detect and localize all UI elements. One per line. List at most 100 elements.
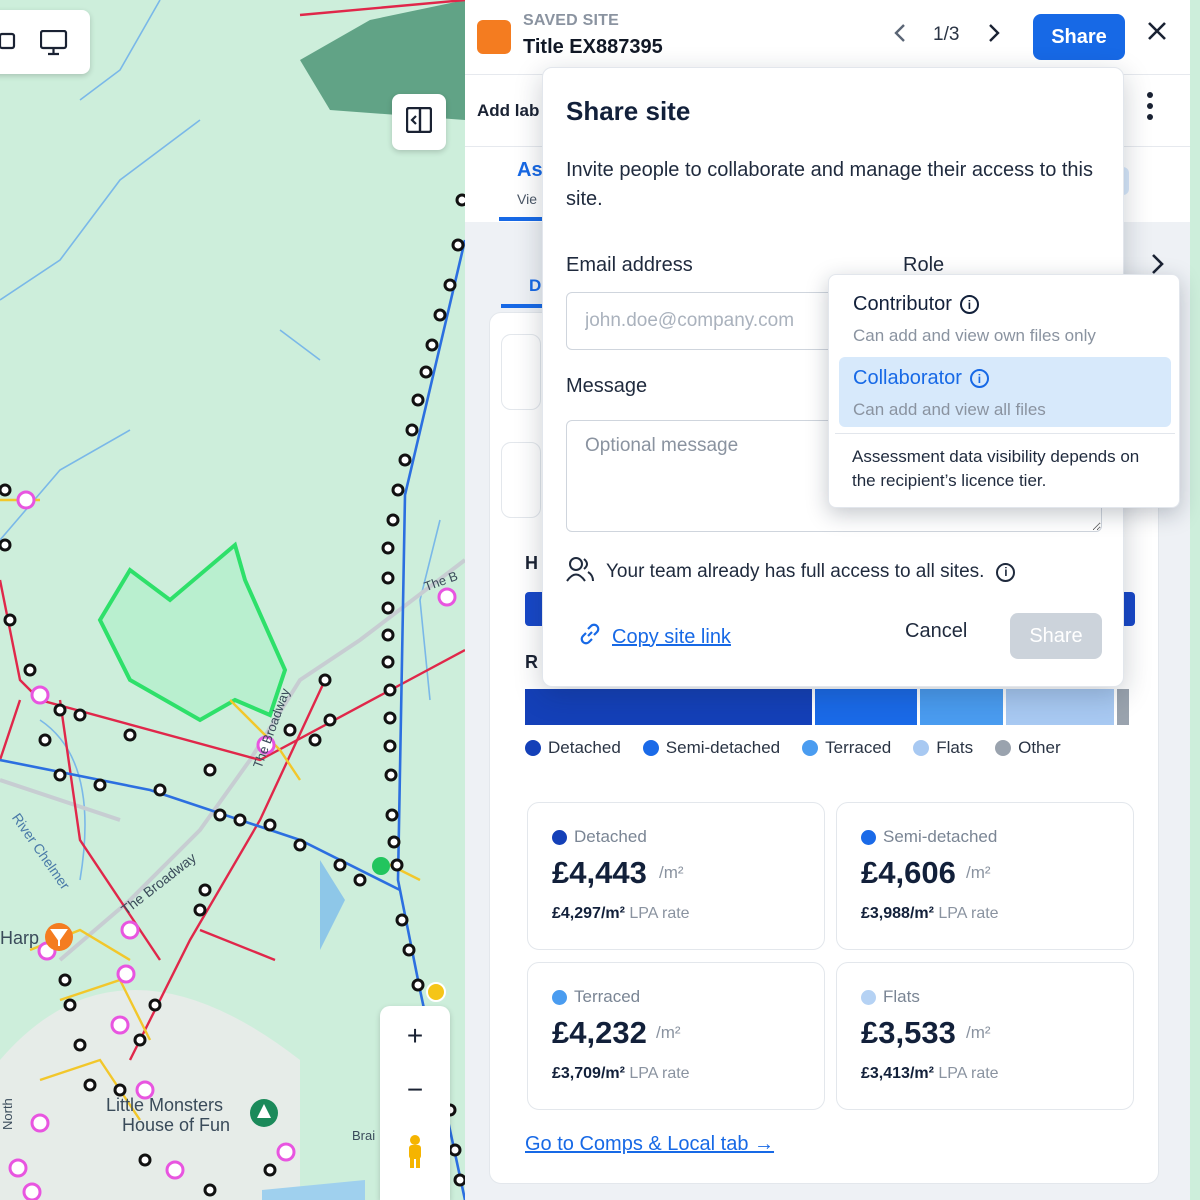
mix-segment-terraced — [919, 689, 1004, 725]
role-option-name: Collaborator — [853, 367, 962, 389]
zoom-out-button[interactable]: − — [406, 1074, 424, 1105]
lpa-rate-suffix: LPA rate — [629, 1065, 690, 1082]
mix-segment-detached — [525, 689, 813, 725]
price-value: £3,533 — [861, 1015, 956, 1050]
info-icon[interactable]: i — [959, 295, 979, 314]
lpa-rate-value: £3,988/m² — [861, 905, 934, 922]
role-option-name: Contributor — [853, 293, 952, 315]
price-unit: /m² — [656, 1023, 681, 1042]
property-type: Detached — [574, 827, 647, 846]
price-card-header: Detached — [552, 827, 647, 847]
print-icon[interactable] — [0, 30, 18, 59]
property-type: Flats — [883, 987, 920, 1006]
zoom-controls: + − — [380, 1006, 450, 1200]
role-option-desc: Can add and view all files — [853, 400, 1046, 419]
price-card-header: Terraced — [552, 987, 640, 1007]
lpa-rate-value: £3,709/m² — [552, 1065, 625, 1082]
content-tile-1[interactable] — [501, 334, 541, 410]
chevron-right-icon[interactable] — [987, 22, 1001, 50]
property-type: Terraced — [574, 987, 641, 1006]
type-dot — [861, 989, 876, 1005]
dialog-description: Invite people to collaborate and manage … — [566, 159, 1093, 210]
price-card-flats: Flats £3,533/m² £3,413/m² LPA rate — [836, 962, 1134, 1110]
lpa-rate: £3,413/m² LPA rate — [861, 1065, 999, 1083]
menu-divider — [835, 433, 1175, 434]
share-button[interactable]: Share — [1033, 14, 1125, 60]
chevron-right-icon[interactable] — [1150, 252, 1166, 281]
price-card-detached: Detached £4,443/m² £4,297/m² LPA rate — [527, 802, 825, 950]
price-card-header: Flats — [861, 987, 920, 1007]
role-label: Role — [903, 254, 945, 276]
licence-tier-note: Assessment data visibility depends on th… — [852, 447, 1140, 490]
map-label-north: North — [0, 1098, 15, 1130]
map-label-little-monsters: Little Monsters — [106, 1095, 224, 1115]
email-field[interactable] — [566, 292, 866, 350]
share-submit-button[interactable]: Share — [1010, 613, 1102, 659]
legend-label: Other — [1018, 738, 1061, 757]
lpa-rate-suffix: LPA rate — [938, 905, 999, 922]
lpa-rate-value: £4,297/m² — [552, 905, 625, 922]
close-icon[interactable] — [1147, 16, 1167, 48]
price-unit: /m² — [966, 1023, 991, 1042]
role-option-contributor[interactable]: Contributor i Can add and view own files… — [839, 283, 1171, 355]
lpa-rate: £3,709/m² LPA rate — [552, 1065, 690, 1083]
section-heading-h: H — [525, 553, 538, 573]
tab-assessment[interactable]: As — [517, 159, 543, 181]
lpa-rate: £3,988/m² LPA rate — [861, 905, 999, 923]
lpa-rate-suffix: LPA rate — [938, 1065, 999, 1082]
legend-label: Terraced — [825, 738, 892, 757]
legend-label: Semi-detached — [665, 738, 781, 757]
comps-local-link[interactable]: Go to Comps & Local tab → — [525, 1133, 775, 1155]
tab-assessment-sub: Vie — [517, 191, 537, 207]
users-icon — [566, 556, 594, 588]
legend-item: Detached — [525, 738, 621, 758]
info-icon[interactable]: i — [996, 562, 1016, 582]
price-card-header: Semi-detached — [861, 827, 997, 847]
collapse-panel-button[interactable] — [392, 94, 446, 150]
legend-dot — [802, 740, 819, 756]
price-unit: /m² — [966, 863, 991, 882]
add-label-button[interactable]: Add lab — [477, 101, 540, 120]
site-color-swatch — [477, 20, 511, 54]
pager-count: 1/3 — [933, 24, 960, 45]
type-dot — [552, 989, 567, 1005]
price-card-semi-detached: Semi-detached £4,606/m² £3,988/m² LPA rate — [836, 802, 1134, 950]
type-dot — [861, 829, 876, 845]
role-option-collaborator[interactable]: Collaborator i Can add and view all file… — [839, 357, 1171, 427]
section-heading-r: R — [525, 652, 538, 672]
legend-label: Detached — [548, 738, 621, 757]
email-label: Email address — [566, 254, 693, 276]
content-tile-2[interactable] — [501, 442, 541, 518]
view-mode-toolbar — [0, 10, 90, 74]
info-icon[interactable]: i — [969, 369, 989, 388]
lpa-rate-suffix: LPA rate — [629, 905, 690, 922]
map-right-strip — [1190, 0, 1200, 1200]
price-unit: /m² — [659, 863, 684, 882]
price-card-terraced: Terraced £4,232/m² £3,709/m² LPA rate — [527, 962, 825, 1110]
role-option-desc: Can add and view own files only — [853, 326, 1096, 345]
mix-segment-other — [1117, 689, 1129, 725]
map-view[interactable]: Harp Little Monsters House of Fun River … — [0, 0, 465, 1200]
map-label-harp: Harp — [0, 928, 40, 948]
property-mix-bar — [525, 689, 1135, 725]
monitor-icon[interactable] — [39, 29, 68, 61]
more-options-icon[interactable] — [1147, 91, 1153, 128]
copy-site-link-button[interactable]: Copy site link — [578, 622, 731, 652]
legend-dot — [995, 740, 1012, 756]
team-access-text: Your team already has full access to all… — [606, 561, 985, 582]
saved-site-label: SAVED SITE — [523, 12, 619, 29]
chevron-left-icon[interactable] — [893, 22, 907, 50]
cancel-button[interactable]: Cancel — [905, 620, 968, 642]
link-icon — [578, 622, 602, 652]
zoom-in-button[interactable]: + — [406, 1020, 424, 1051]
legend-dot — [913, 740, 930, 756]
property-mix-legend: Detached Semi-detached Terraced Flats Other — [525, 738, 1061, 758]
pegman-icon[interactable] — [404, 1134, 426, 1173]
subtab-active[interactable]: D — [529, 276, 542, 295]
map-label-brai: Brai — [352, 1128, 376, 1143]
mix-segment-semi-detached — [815, 689, 917, 725]
copy-site-link-label: Copy site link — [612, 625, 731, 648]
price-value: £4,443 — [552, 855, 647, 890]
legend-item: Semi-detached — [642, 738, 781, 758]
map-canvas[interactable] — [0, 0, 465, 1200]
